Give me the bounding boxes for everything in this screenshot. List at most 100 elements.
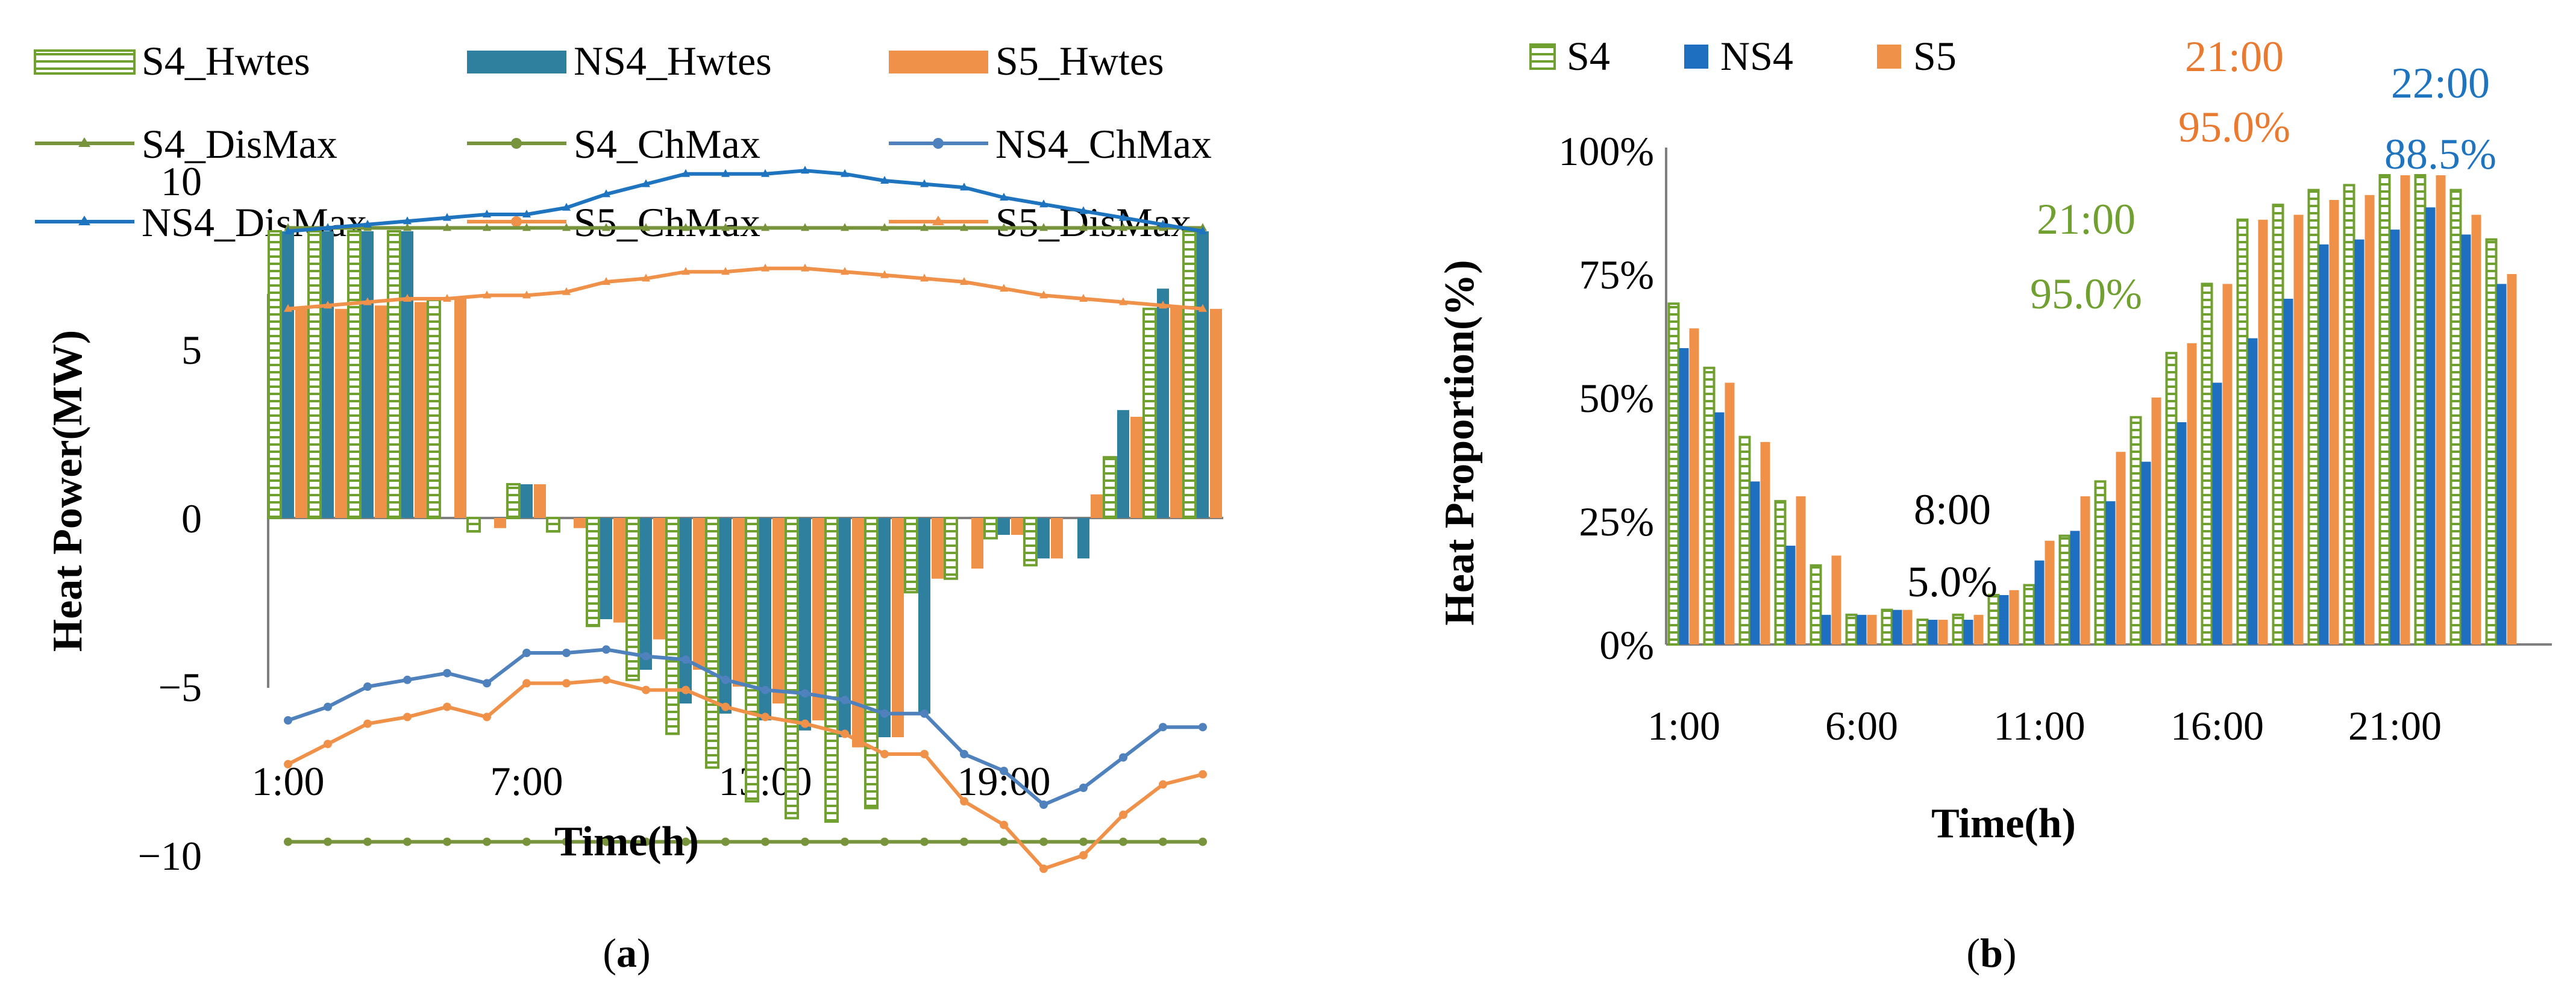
annotation-min-time: 8:00 xyxy=(1914,485,1991,534)
bar-ns4-hwtes xyxy=(998,518,1010,535)
bar-ns4 xyxy=(2248,338,2258,644)
legend-swatch-s5 xyxy=(1877,45,1901,69)
bar-s5 xyxy=(1831,555,1841,644)
legend-a-s5-hwtes: S5_Hwtes xyxy=(889,38,1164,84)
panel-b-ytick: 0% xyxy=(1599,622,1654,668)
panel-b-xtick: 16:00 xyxy=(2170,703,2264,749)
bar-s4-hwtes xyxy=(824,517,839,823)
line-s4-dismax-marker xyxy=(522,223,531,231)
line-s4-chmax-marker xyxy=(284,837,292,846)
bar-s4 xyxy=(2165,352,2178,646)
panel-a-x-axis-title: Time(h) xyxy=(554,819,699,865)
line-ns4-chmax-marker xyxy=(721,675,730,684)
line-s4-chmax-marker xyxy=(721,837,730,846)
line-s5-dismax-marker xyxy=(920,273,929,282)
bar-ns4 xyxy=(2390,229,2400,644)
legend-label-s4-hwtes: S4_Hwtes xyxy=(142,38,310,84)
line-s4-dismax-marker xyxy=(841,223,849,231)
bar-s4 xyxy=(2414,174,2427,646)
bar-s5 xyxy=(2471,214,2481,645)
line-s5-chmax-marker xyxy=(1039,864,1048,873)
panel-a-ytick: −5 xyxy=(158,664,202,710)
bar-s4 xyxy=(2094,480,2107,646)
line-ns4-dismax-marker xyxy=(1039,199,1048,208)
line-s5-dismax-marker xyxy=(483,290,491,299)
bar-ns4-hwtes xyxy=(362,231,374,518)
bar-s5 xyxy=(2187,343,2197,644)
bar-s4 xyxy=(1952,613,1964,646)
panel-b-label-close: ) xyxy=(2003,930,2017,976)
line-ns4-chmax-marker xyxy=(1000,767,1008,775)
panel-a-label-letter: a xyxy=(616,930,637,976)
bar-ns4 xyxy=(2034,560,2045,644)
bar-s4 xyxy=(2201,282,2213,646)
line-s4-chmax-marker xyxy=(324,837,332,846)
legend-a-s5-chmax: S5_ChMax xyxy=(467,199,760,245)
line-s5-chmax-marker xyxy=(960,797,968,806)
legend-label-s5-hwtes: S5_Hwtes xyxy=(995,38,1164,84)
bar-s5-hwtes xyxy=(454,299,466,518)
panel-b-ytick: 100% xyxy=(1558,128,1654,174)
line-s4-chmax-marker xyxy=(642,837,650,846)
line-ns4-chmax-marker xyxy=(1199,723,1207,732)
bar-ns4-hwtes xyxy=(322,231,334,518)
bar-s5 xyxy=(2116,452,2126,644)
line-ns4-dismax-marker xyxy=(682,169,690,177)
line-s4-chmax-marker xyxy=(443,837,451,846)
line-ns4-dismax xyxy=(287,169,1203,233)
bar-s4 xyxy=(1845,613,1858,646)
panel-b-chart: S4 NS4 S5 100% 75% 50% 25% 0% 1:00 6:00 … xyxy=(1437,33,2552,976)
line-ns4-chmax-marker xyxy=(522,649,531,657)
bar-ns4-hwtes xyxy=(1157,289,1169,518)
line-s5-chmax-marker xyxy=(801,719,809,728)
bar-s5-hwtes xyxy=(892,518,904,737)
line-ns4-chmax-marker xyxy=(403,675,412,684)
panel-b-annotations: 21:00 95.0% 8:00 5.0% 21:00 95.0% 22:00 … xyxy=(1907,33,2496,606)
bar-ns4 xyxy=(2354,239,2364,645)
line-s5-dismax-marker xyxy=(1000,284,1008,292)
line-s4-chmax-marker xyxy=(1079,837,1088,846)
line-s4-dismax-marker xyxy=(920,223,929,231)
bar-ns4-hwtes xyxy=(879,518,891,737)
line-ns4-dismax-marker xyxy=(443,213,451,221)
line-s5-dismax xyxy=(287,266,1203,311)
bar-s5 xyxy=(2258,219,2268,644)
bar-s4 xyxy=(1916,619,1929,646)
line-s4-dismax-marker xyxy=(642,223,650,231)
bar-s4-hwtes xyxy=(1142,307,1157,519)
line-s4-chmax-marker xyxy=(801,837,809,846)
annotation-s4-time: 21:00 xyxy=(2037,195,2136,243)
bar-s5-hwtes xyxy=(295,308,307,518)
bar-s4-hwtes xyxy=(785,517,799,820)
line-ns4-dismax-marker xyxy=(880,176,889,184)
bar-s5-hwtes xyxy=(653,518,665,640)
line-ns4-chmax-marker xyxy=(682,655,690,664)
line-s4-chmax-marker xyxy=(761,837,769,846)
bar-ns4-hwtes xyxy=(1077,518,1089,559)
line-ns4-chmax-marker xyxy=(483,679,491,688)
line-s4-dismax-marker xyxy=(1000,223,1008,231)
line-s4-dismax-marker xyxy=(960,223,968,231)
line-s5-chmax-marker xyxy=(284,760,292,769)
line-ns4-dismax-marker xyxy=(483,210,491,217)
line-s5-chmax-marker xyxy=(443,702,451,711)
line-s5-chmax-marker xyxy=(1159,780,1167,789)
line-ns4-dismax-marker xyxy=(1159,219,1167,228)
line-s5-chmax-marker xyxy=(1000,820,1008,829)
line-s5-dismax-marker xyxy=(960,277,968,285)
line-ns4-chmax-marker xyxy=(801,689,809,698)
bar-s5-hwtes xyxy=(335,308,347,518)
line-s5-chmax-marker xyxy=(324,740,332,749)
bar-ns4 xyxy=(2461,234,2471,644)
bar-s4 xyxy=(2236,218,2249,646)
legend-marker-s5-chmax xyxy=(511,216,522,227)
bar-s4-hwtes xyxy=(1023,517,1038,567)
line-ns4-chmax-marker xyxy=(1039,800,1048,809)
line-s5-chmax-marker xyxy=(1119,810,1127,819)
panel-a-y-ticks: 10 5 0 −5 −10 xyxy=(138,158,202,879)
legend-label-s5: S5 xyxy=(1913,33,1957,79)
line-s5-dismax-marker xyxy=(562,287,571,295)
bar-s5 xyxy=(1725,382,1735,644)
bar-s4 xyxy=(1810,564,1822,646)
bar-ns4 xyxy=(2141,461,2151,644)
